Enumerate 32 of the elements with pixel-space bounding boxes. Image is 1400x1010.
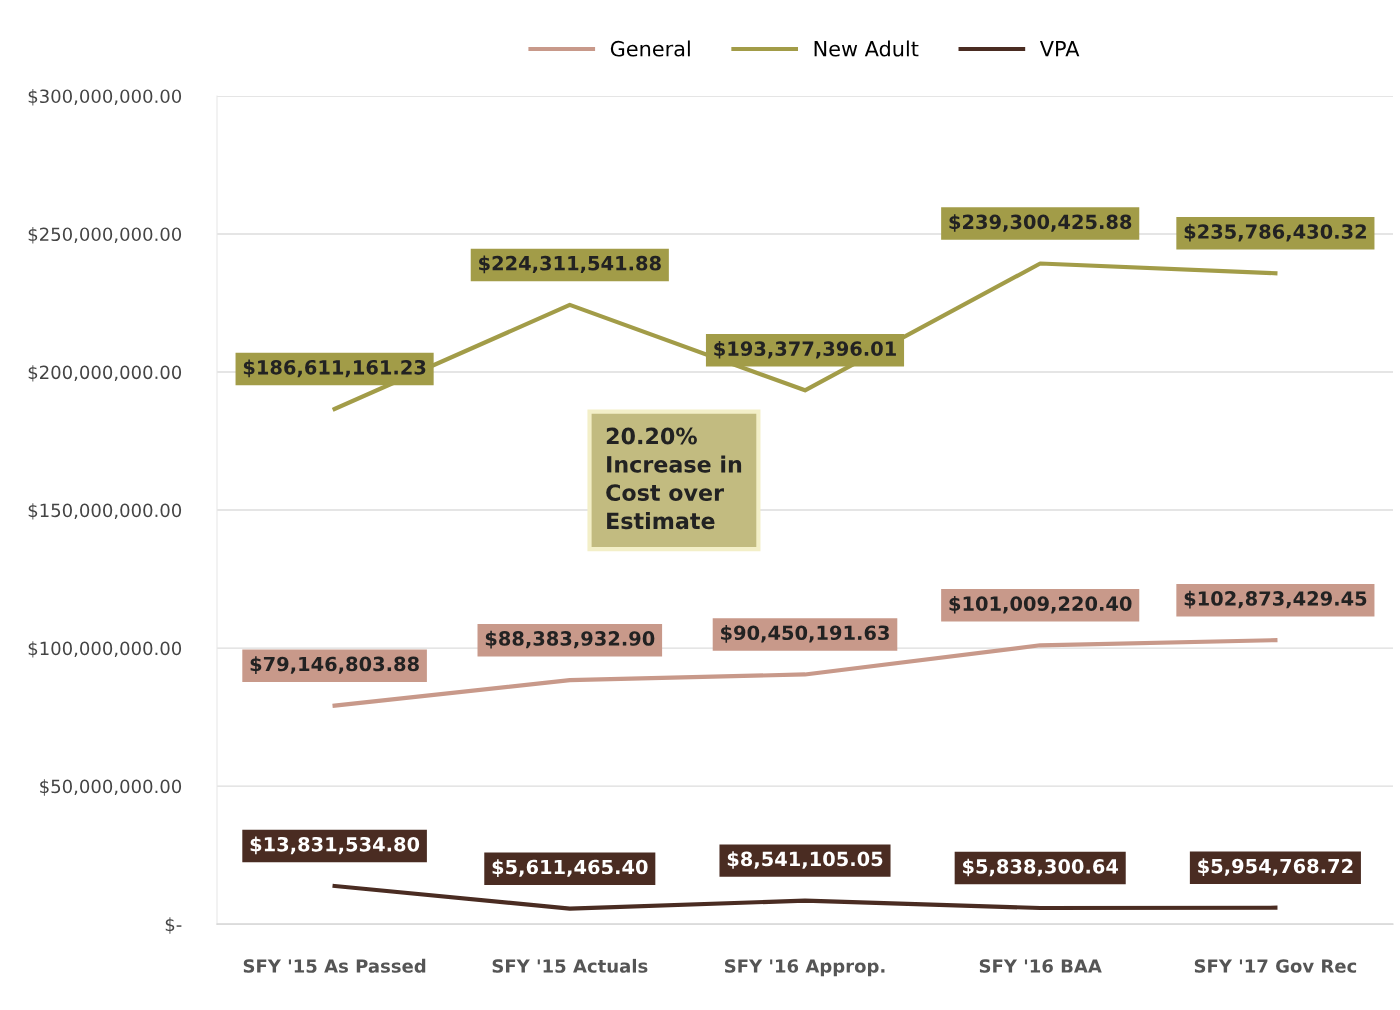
data-label: $8,541,105.05 [727,851,883,869]
x-tick-label: SFY '17 Gov Rec [1194,959,1357,973]
y-tick-label: $200,000,000.00 [28,365,182,382]
x-tick-label: SFY '15 As Passed [243,958,426,973]
data-label: $102,873,429.45 [1184,590,1367,609]
data-label: $5,611,465.40 [492,859,648,877]
y-tick-label: $100,000,000.00 [28,641,182,658]
legend-label: VPA [1039,41,1080,57]
y-tick-label: $- [165,917,182,934]
data-label: $239,300,425.88 [949,214,1132,232]
y-tick-label: $50,000,000.00 [40,779,182,796]
data-label: $79,146,803.88 [250,656,419,674]
data-label: $193,377,396.01 [714,340,896,359]
legend-label: General [610,40,690,57]
y-tick-label: $300,000,000.00 [28,89,182,106]
data-label: $186,611,161.23 [243,359,426,378]
data-label: $224,311,541.88 [479,255,661,274]
line-series [332,883,1278,911]
data-label: $5,838,300.64 [962,858,1119,877]
y-tick-label: $150,000,000.00 [28,503,182,520]
data-label: $101,009,220.40 [949,595,1132,614]
annotation: 20.20% Increase in Cost over Estimate [606,427,742,530]
data-label: $88,383,932.90 [485,630,655,649]
x-tick-label: SFY '15 Actuals [492,958,648,973]
data-label: $5,954,768.72 [1198,858,1353,876]
x-tick-label: SFY '16 BAA [979,959,1102,973]
y-tick-label: $250,000,000.00 [28,227,182,244]
data-label: $90,450,191.63 [721,625,889,643]
data-label: $235,786,430.32 [1184,223,1366,242]
legend-label: New Adult [814,40,919,57]
x-tick-label: SFY '16 Approp. [725,959,885,977]
data-label: $13,831,534.80 [250,836,420,855]
